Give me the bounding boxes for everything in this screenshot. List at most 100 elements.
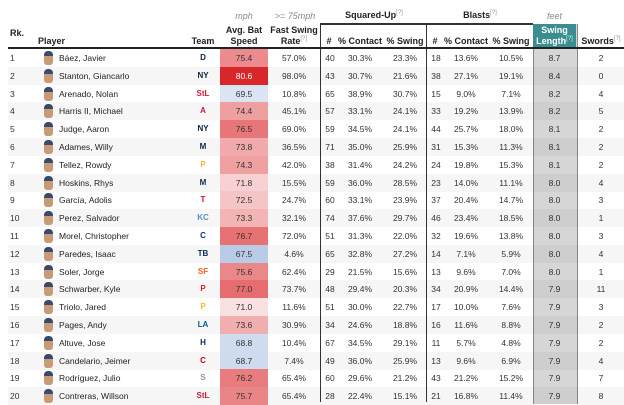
header-squared-up-swing[interactable]: % Swing — [386, 36, 424, 46]
fast-swing-rate-cell: 10.4% — [281, 337, 307, 348]
table-row[interactable]: 16 Pages, Andy LA 73.6 30.9% 34 24.6% 18.8% 16 11… — [8, 316, 624, 334]
team-logo: M — [199, 177, 207, 187]
header-blasts-count[interactable]: # — [432, 36, 438, 46]
table-row[interactable]: 9 García, Adolis T 72.5 24.7% 60 33.1% 23.9% 37 2… — [8, 191, 624, 210]
help-link[interactable]: [?] — [300, 36, 308, 42]
squared-up-count: 48 — [325, 284, 335, 295]
squared-up-contact: 32.8% — [347, 248, 373, 259]
header-team[interactable]: Team — [191, 36, 215, 46]
player-headshot — [44, 389, 53, 404]
blasts-count: 16 — [431, 320, 441, 330]
table-row[interactable]: 18 Candelario, Jeimer C 68.7 7.4% 49 36.0% 25.9… — [8, 351, 624, 370]
squared-up-count: 34 — [325, 320, 335, 330]
player-name[interactable]: Triolo, Jared — [59, 302, 106, 313]
header-rank[interactable]: Rk. — [10, 28, 25, 38]
squared-up-contact: 29.4% — [347, 284, 373, 295]
blasts-contact: 19.6% — [453, 231, 479, 241]
player-name[interactable]: Tellez, Rowdy — [59, 159, 112, 170]
player-name[interactable]: Rodríguez, Julio — [59, 373, 121, 384]
group-divider — [426, 24, 427, 402]
squared-up-count: 38 — [325, 159, 335, 170]
player-name[interactable]: Candelario, Jeimer — [59, 355, 131, 366]
rank-cell: 5 — [10, 124, 15, 135]
table-row[interactable]: 5 Judge, Aaron NY 76.5 69.0% 59 34.5% 24.1% 44 25… — [8, 120, 624, 139]
blasts-count: 15 — [431, 88, 441, 99]
blasts-contact: 23.4% — [453, 213, 479, 224]
blasts-contact: 9.6% — [456, 355, 476, 366]
swing-length-header[interactable] — [533, 24, 576, 47]
fast-swing-rate-cell: 45.1% — [281, 106, 307, 117]
header-blasts-swing[interactable]: % Swing — [492, 36, 530, 46]
player-name[interactable]: Perez, Salvador — [59, 213, 120, 224]
squared-up-swing: 27.2% — [392, 248, 418, 259]
player-name[interactable]: Hoskins, Rhys — [59, 177, 114, 188]
squared-up-count: 65 — [325, 88, 335, 99]
table-row[interactable]: 8 Hoskins, Rhys M 71.8 15.5% 59 36.0% 28.5% 23 14… — [8, 173, 624, 192]
squared-up-swing: 22.7% — [392, 302, 418, 313]
team-logo: C — [200, 231, 206, 240]
header-player[interactable]: Player — [38, 36, 66, 46]
player-name[interactable]: Stanton, Giancarlo — [59, 70, 130, 81]
player-name[interactable]: Arenado, Nolan — [59, 88, 119, 99]
table-row[interactable]: 15 Triolo, Jared P 71.0 11.6% 51 30.0% 22.7% 17 1… — [8, 298, 624, 317]
player-name[interactable]: Adames, Willy — [59, 142, 113, 152]
table-row[interactable]: 12 Paredes, Isaac TB 67.5 4.6% 65 32.8% 27.2% 14… — [8, 244, 624, 263]
player-name[interactable]: Contreras, Willson — [59, 391, 129, 402]
blasts-swing: 10.5% — [498, 53, 524, 63]
help-link[interactable]: [?] — [396, 10, 403, 16]
rank-cell: 17 — [10, 337, 20, 348]
player-name[interactable]: Altuve, Jose — [59, 337, 106, 348]
table-row[interactable]: 14 Schwarber, Kyle P 77.0 73.7% 48 29.4% 20.3% 3… — [8, 280, 624, 299]
blasts-contact: 7.1% — [456, 248, 476, 259]
team-logo: SF — [197, 266, 209, 276]
squared-up-swing: 22.0% — [392, 231, 418, 241]
swing-length-cell: 8.0 — [548, 213, 561, 224]
swords-cell: 8 — [598, 391, 604, 402]
swords-cell: 4 — [598, 177, 604, 188]
header-blasts-contact[interactable]: % Contact — [443, 36, 488, 46]
help-link[interactable]: [?] — [490, 10, 497, 16]
player-name[interactable]: Báez, Javier — [59, 53, 106, 63]
player-name[interactable]: Soler, Jorge — [59, 266, 105, 277]
table-row[interactable]: 3 Arenado, Nolan StL 69.5 10.8% 65 38.9% 30.7% 1… — [8, 84, 624, 103]
table-row[interactable]: 13 Soler, Jorge SF 75.6 62.4% 29 21.5% 15.6% 13 9… — [8, 262, 624, 281]
blasts-swing: 6.9% — [501, 355, 521, 366]
squared-up-swing: 21.2% — [392, 373, 418, 384]
player-name[interactable]: Harris II, Michael — [59, 106, 123, 117]
bat-speed-cell: 73.8 — [220, 138, 268, 156]
header-fast-swing-rate[interactable]: Fast Swing Rate[?] — [268, 25, 320, 47]
squared-up-contact: 30.0% — [347, 302, 373, 313]
table-row[interactable]: 17 Altuve, Jose H 68.8 10.4% 67 34.5% 29.1% 11 5.… — [8, 333, 624, 352]
squared-up-count: 28 — [325, 391, 335, 402]
player-name[interactable]: Schwarber, Kyle — [59, 284, 121, 295]
table-row[interactable]: 20 Contreras, Willson StL 75.7 65.4% 28 22.4% 1… — [8, 387, 624, 405]
help-link[interactable]: [?] — [566, 36, 573, 42]
header-bat-speed[interactable]: Avg. Bat Speed — [225, 25, 263, 46]
player-name[interactable]: Pages, Andy — [59, 320, 107, 330]
table-row[interactable]: 19 Rodríguez, Julio S 76.2 65.4% 60 29.6% 21.2%… — [8, 369, 624, 388]
blasts-swing: 8.8% — [501, 320, 521, 330]
squared-up-swing: 30.7% — [392, 88, 418, 99]
header-swing-length[interactable]: Swing Length[?] — [533, 25, 576, 47]
table-row[interactable]: 6 Adames, Willy M 73.8 36.5% 71 35.0% 25.9% 31 15… — [8, 138, 624, 156]
blasts-swing: 14.4% — [498, 284, 524, 295]
bat-speed-cell: 73.3 — [220, 209, 268, 228]
player-name[interactable]: Paredes, Isaac — [59, 248, 116, 259]
fast-swing-rate-cell: 65.4% — [281, 391, 307, 402]
help-link[interactable]: [?] — [613, 36, 621, 42]
player-headshot — [44, 86, 53, 101]
player-name[interactable]: Morel, Christopher — [59, 231, 129, 241]
player-name[interactable]: Judge, Aaron — [59, 124, 110, 135]
bat-speed-cell: 74.3 — [220, 155, 268, 174]
table-row[interactable]: 2 Stanton, Giancarlo NY 80.6 98.0% 43 30.7% 21.… — [8, 66, 624, 85]
table-row[interactable]: 7 Tellez, Rowdy P 74.3 42.0% 38 31.4% 24.2% 24 19… — [8, 155, 624, 174]
table-row[interactable]: 4 Harris II, Michael A 74.4 45.1% 57 33.1% 24.1… — [8, 102, 624, 121]
table-row[interactable]: 1 Báez, Javier D 75.4 57.0% 40 30.3% 23.3% 18 13.… — [8, 49, 624, 67]
table-row[interactable]: 11 Morel, Christopher C 76.7 72.0% 51 31.3% 22.… — [8, 227, 624, 245]
header-squared-up-count[interactable]: # — [326, 36, 332, 46]
header-squared-up-contact[interactable]: % Contact — [337, 36, 382, 46]
player-name[interactable]: García, Adolis — [59, 195, 112, 206]
header-swords[interactable]: Swords[?] — [578, 36, 624, 47]
table-row[interactable]: 10 Perez, Salvador KC 73.3 32.1% 74 37.6% 29.7%… — [8, 209, 624, 228]
squared-up-swing: 23.9% — [392, 195, 418, 206]
